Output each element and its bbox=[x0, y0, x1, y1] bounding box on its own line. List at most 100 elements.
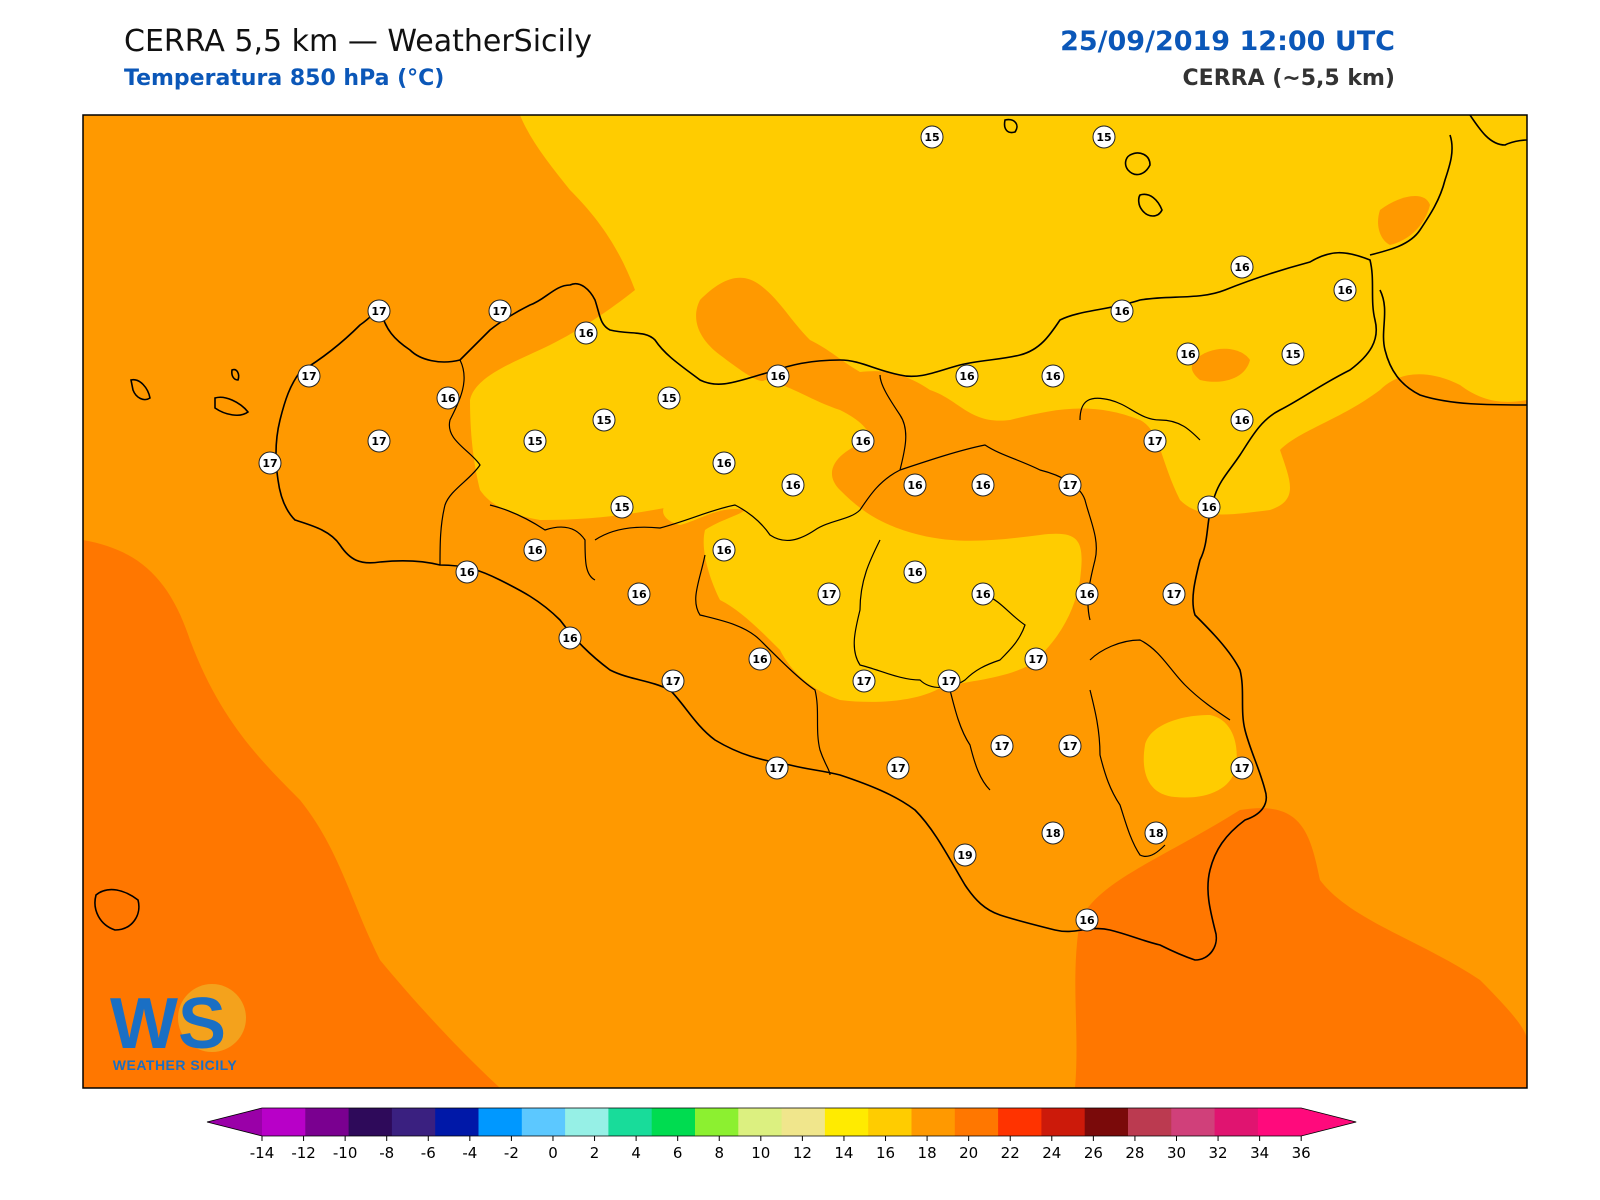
station-marker bbox=[1197, 495, 1221, 519]
colorbar-tick-label: -12 bbox=[291, 1144, 316, 1162]
station-marker bbox=[920, 125, 944, 149]
model-label: CERRA (~5,5 km) bbox=[1182, 66, 1395, 91]
station-value: 16 bbox=[440, 392, 456, 405]
station-value: 15 bbox=[596, 414, 611, 427]
station-value: 17 bbox=[1234, 762, 1249, 775]
colorbar-swatch bbox=[608, 1108, 653, 1136]
station-value: 17 bbox=[262, 457, 277, 470]
station-marker bbox=[661, 669, 685, 693]
station-value: 16 bbox=[1201, 501, 1217, 514]
station-marker bbox=[1162, 582, 1186, 606]
station-value: 15 bbox=[527, 435, 542, 448]
station-value: 17 bbox=[941, 675, 956, 688]
station-value: 17 bbox=[1028, 653, 1043, 666]
station-value: 16 bbox=[1337, 284, 1353, 297]
station-marker bbox=[367, 299, 391, 323]
station-value: 15 bbox=[661, 392, 676, 405]
station-marker bbox=[1230, 408, 1254, 432]
colorbar-tick-label: 14 bbox=[834, 1144, 853, 1162]
colorbar-tick-label: 8 bbox=[714, 1144, 724, 1162]
station-marker bbox=[574, 321, 598, 345]
station-marker bbox=[953, 843, 977, 867]
sicily-coast bbox=[275, 251, 1377, 961]
station-marker bbox=[955, 364, 979, 388]
colorbar-swatch bbox=[824, 1108, 869, 1136]
station-marker bbox=[1176, 342, 1200, 366]
station-marker bbox=[1092, 125, 1116, 149]
station-marker bbox=[852, 669, 876, 693]
station-marker bbox=[1144, 821, 1168, 845]
logo-text: WEATHER SICILY bbox=[113, 1057, 238, 1073]
map-subtitle: Temperatura 850 hPa (°C) bbox=[124, 66, 445, 91]
colorbar-tick-label: 32 bbox=[1209, 1144, 1228, 1162]
station-value: 17 bbox=[994, 740, 1009, 753]
station-value: 19 bbox=[957, 849, 972, 862]
station-value: 16 bbox=[785, 479, 801, 492]
station-marker bbox=[558, 626, 582, 650]
station-marker bbox=[781, 473, 805, 497]
colorbar-tick-label: 16 bbox=[876, 1144, 895, 1162]
colorbar-swatch bbox=[738, 1108, 783, 1136]
colorbar-tick-label: -10 bbox=[333, 1144, 358, 1162]
station-value: 16 bbox=[716, 544, 732, 557]
station-marker bbox=[1024, 647, 1048, 671]
station-marker bbox=[1075, 908, 1099, 932]
colorbar-tick-label: 30 bbox=[1167, 1144, 1186, 1162]
field-18-20-west bbox=[83, 540, 500, 1088]
colorbar: -14 -12 -10 -8 -6 -4 -2 0 2 4 6 8 10 12 14 16 18 20 22 24 26… bbox=[206, 1107, 1357, 1162]
colorbar-swatch bbox=[1214, 1108, 1259, 1136]
station-value: 16 bbox=[1045, 370, 1061, 383]
station-value: 16 bbox=[578, 327, 594, 340]
colorbar-extend-high bbox=[1301, 1108, 1357, 1136]
station-value: 16 bbox=[959, 370, 975, 383]
station-value: 16 bbox=[907, 566, 923, 579]
colorbar-tick-label: 36 bbox=[1292, 1144, 1311, 1162]
colorbar-swatch bbox=[478, 1108, 523, 1136]
colorbar-swatch bbox=[1257, 1108, 1302, 1136]
station-marker bbox=[1110, 299, 1134, 323]
colorbar-swatch bbox=[911, 1108, 956, 1136]
station-value: 16 bbox=[1234, 261, 1250, 274]
station-marker bbox=[488, 299, 512, 323]
station-value: 17 bbox=[1062, 479, 1077, 492]
station-value: 17 bbox=[1062, 740, 1077, 753]
station-marker bbox=[748, 647, 772, 671]
station-marker bbox=[297, 364, 321, 388]
calabria-coast bbox=[1369, 115, 1527, 406]
map-title: CERRA 5,5 km — WeatherSicily bbox=[124, 24, 592, 59]
weathersicily-logo: WS WEATHER SICILY bbox=[110, 984, 246, 1073]
station-value: 16 bbox=[1114, 305, 1130, 318]
station-value: 16 bbox=[631, 588, 647, 601]
field-14-16-southeast bbox=[1143, 715, 1237, 798]
station-marker bbox=[455, 560, 479, 584]
colorbar-swatch bbox=[1171, 1108, 1216, 1136]
station-marker bbox=[610, 495, 634, 519]
colorbar-swatch bbox=[348, 1108, 393, 1136]
station-marker bbox=[886, 756, 910, 780]
field-18-20-south bbox=[1075, 808, 1527, 1088]
colorbar-swatch bbox=[565, 1108, 609, 1136]
station-marker bbox=[817, 582, 841, 606]
station-value: 17 bbox=[1147, 435, 1162, 448]
station-value: 16 bbox=[1079, 588, 1095, 601]
station-value: 15 bbox=[1285, 348, 1300, 361]
colorbar-tick-label: -4 bbox=[462, 1144, 477, 1162]
egadi-island-1 bbox=[130, 378, 151, 401]
station-value: 18 bbox=[1045, 827, 1060, 840]
station-value: 16 bbox=[855, 435, 871, 448]
lipari-island bbox=[1124, 152, 1151, 176]
station-marker bbox=[627, 582, 651, 606]
colorbar-tick-label: 6 bbox=[673, 1144, 683, 1162]
map-frame bbox=[82, 114, 1528, 1089]
colorbar-tick-label: 26 bbox=[1084, 1144, 1103, 1162]
colorbar-swatch bbox=[1084, 1108, 1129, 1136]
colorbar-swatch bbox=[998, 1108, 1042, 1136]
station-value: 17 bbox=[301, 370, 316, 383]
station-marker bbox=[1281, 342, 1305, 366]
station-marker bbox=[903, 473, 927, 497]
colorbar-tick-label: 28 bbox=[1125, 1144, 1144, 1162]
colorbar-tick-label: -6 bbox=[421, 1144, 436, 1162]
station-marker bbox=[523, 429, 547, 453]
colorbar-swatch bbox=[781, 1108, 826, 1136]
